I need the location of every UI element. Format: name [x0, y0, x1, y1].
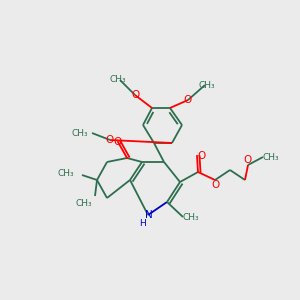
Text: O: O — [114, 137, 122, 147]
Text: O: O — [211, 180, 219, 190]
Text: N: N — [145, 210, 153, 220]
Text: CH₃: CH₃ — [263, 152, 279, 161]
Text: CH₃: CH₃ — [183, 212, 199, 221]
Text: O: O — [184, 95, 192, 105]
Text: O: O — [131, 90, 139, 100]
Text: CH₃: CH₃ — [75, 199, 92, 208]
Text: CH₃: CH₃ — [199, 80, 215, 89]
Text: CH₃: CH₃ — [57, 169, 74, 178]
Text: O: O — [244, 155, 252, 165]
Text: CH₃: CH₃ — [71, 128, 88, 137]
Text: O: O — [106, 135, 114, 145]
Text: H: H — [140, 220, 146, 229]
Text: O: O — [198, 151, 206, 161]
Text: CH₃: CH₃ — [110, 76, 126, 85]
